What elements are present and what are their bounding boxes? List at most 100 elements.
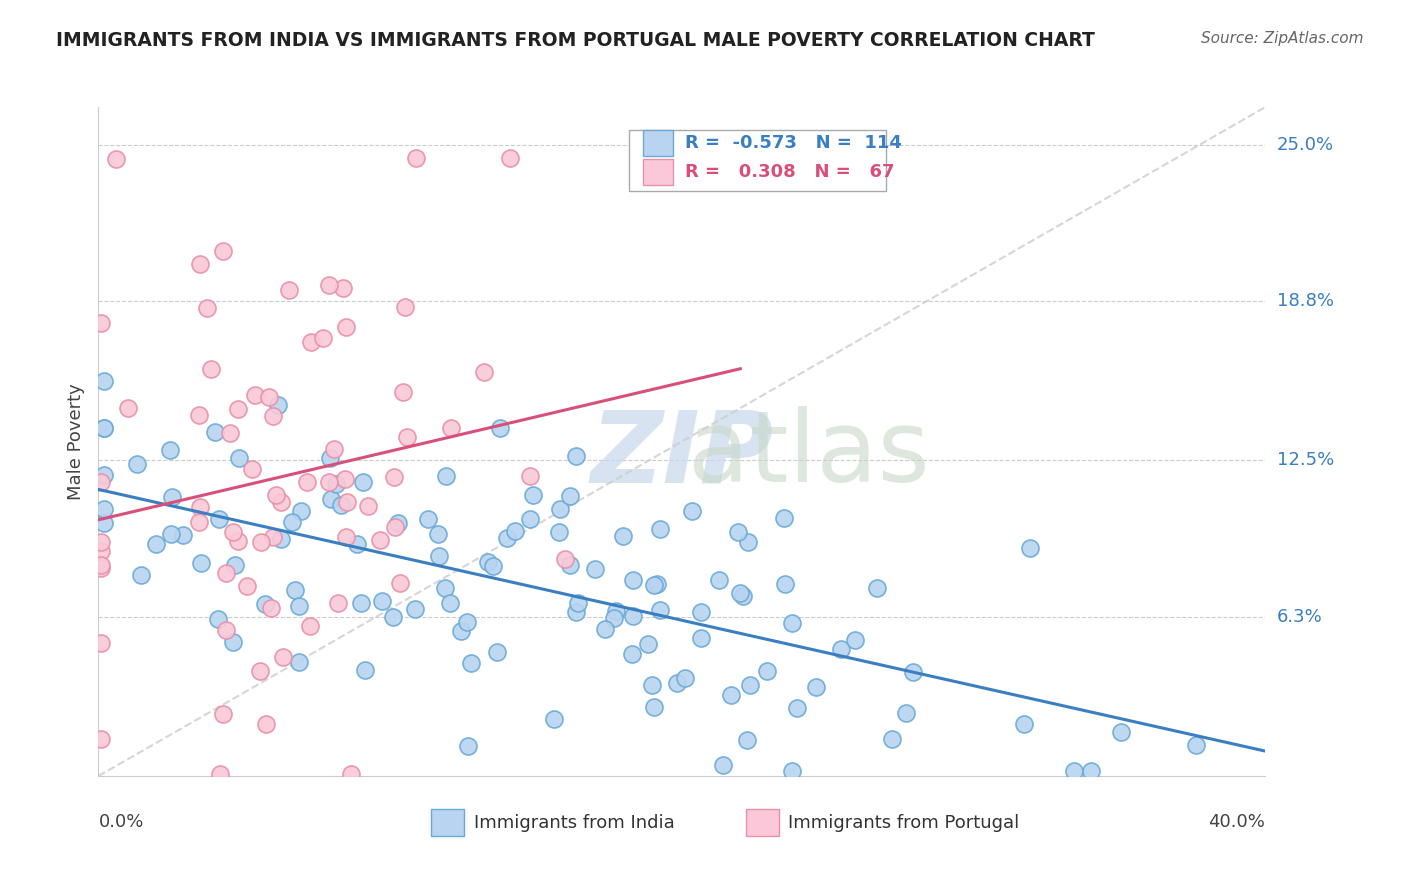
Point bbox=[90, 534, 112, 549]
Point bbox=[368, 533, 391, 547]
FancyBboxPatch shape bbox=[644, 130, 672, 156]
Point bbox=[621, 573, 644, 587]
Point bbox=[172, 528, 194, 542]
Point bbox=[643, 578, 665, 592]
Point bbox=[602, 611, 624, 625]
Point bbox=[131, 568, 153, 582]
Point bbox=[214, 566, 236, 581]
Point bbox=[352, 475, 374, 489]
Point bbox=[1109, 725, 1132, 739]
Point bbox=[257, 390, 280, 404]
Point bbox=[299, 619, 322, 633]
Point bbox=[560, 489, 582, 503]
Point bbox=[436, 468, 458, 483]
Point bbox=[621, 647, 644, 661]
Point bbox=[346, 536, 368, 550]
Text: 25.0%: 25.0% bbox=[1277, 136, 1334, 154]
Point bbox=[260, 600, 283, 615]
Point bbox=[162, 490, 184, 504]
Point bbox=[621, 609, 644, 624]
Point bbox=[499, 151, 522, 165]
Point bbox=[585, 562, 607, 576]
Point bbox=[440, 420, 463, 434]
Point bbox=[727, 524, 749, 539]
Text: atlas: atlas bbox=[434, 407, 929, 503]
Point bbox=[711, 758, 734, 772]
Text: 6.3%: 6.3% bbox=[1277, 608, 1322, 626]
Point bbox=[224, 558, 246, 573]
Point bbox=[554, 552, 576, 566]
Point bbox=[738, 677, 761, 691]
Point bbox=[207, 612, 229, 626]
FancyBboxPatch shape bbox=[747, 810, 779, 837]
Point bbox=[780, 616, 803, 631]
Point bbox=[519, 511, 541, 525]
Point bbox=[387, 516, 409, 530]
Point bbox=[426, 527, 449, 541]
Point bbox=[650, 523, 672, 537]
Point bbox=[1185, 738, 1208, 752]
Point bbox=[93, 420, 115, 434]
Text: 12.5%: 12.5% bbox=[1277, 451, 1334, 469]
Point bbox=[456, 615, 478, 630]
Point bbox=[371, 593, 394, 607]
Point bbox=[647, 577, 669, 591]
Point bbox=[681, 504, 703, 518]
Point bbox=[226, 534, 249, 549]
Point bbox=[190, 556, 212, 570]
Point bbox=[249, 664, 271, 678]
Text: R =   0.308   N =   67: R = 0.308 N = 67 bbox=[685, 163, 894, 181]
Point bbox=[643, 699, 665, 714]
Point bbox=[650, 603, 672, 617]
Point bbox=[90, 558, 112, 573]
Point bbox=[522, 488, 544, 502]
FancyBboxPatch shape bbox=[630, 130, 886, 191]
Point bbox=[350, 596, 373, 610]
Point bbox=[288, 655, 311, 669]
Point bbox=[211, 244, 233, 258]
Point bbox=[786, 701, 808, 715]
Point bbox=[187, 408, 209, 422]
Point bbox=[335, 320, 357, 334]
Point bbox=[336, 495, 359, 509]
Point bbox=[755, 665, 778, 679]
Point bbox=[707, 573, 730, 587]
Point bbox=[312, 330, 335, 344]
Point bbox=[90, 544, 112, 558]
Point bbox=[271, 650, 294, 665]
Point bbox=[318, 278, 340, 293]
Text: IMMIGRANTS FROM INDIA VS IMMIGRANTS FROM PORTUGAL MALE POVERTY CORRELATION CHART: IMMIGRANTS FROM INDIA VS IMMIGRANTS FROM… bbox=[56, 31, 1095, 50]
Point bbox=[830, 642, 852, 657]
Point bbox=[127, 457, 149, 471]
Point bbox=[503, 524, 526, 538]
Point bbox=[772, 511, 794, 525]
Point bbox=[567, 596, 589, 610]
Y-axis label: Male Poverty: Male Poverty bbox=[66, 384, 84, 500]
Text: Source: ZipAtlas.com: Source: ZipAtlas.com bbox=[1201, 31, 1364, 46]
Point bbox=[211, 707, 233, 722]
Point bbox=[208, 511, 231, 525]
Point bbox=[264, 488, 287, 502]
Point bbox=[250, 535, 273, 549]
Point bbox=[188, 515, 211, 529]
Point bbox=[804, 680, 827, 694]
Point bbox=[270, 532, 292, 546]
Point bbox=[450, 624, 472, 639]
Point bbox=[404, 602, 426, 616]
Point bbox=[735, 733, 758, 747]
Text: Immigrants from Portugal: Immigrants from Portugal bbox=[789, 814, 1019, 832]
Point bbox=[773, 577, 796, 591]
Point bbox=[565, 449, 588, 463]
Point bbox=[90, 731, 112, 746]
Text: ZIP: ZIP bbox=[591, 407, 773, 503]
Point bbox=[427, 549, 450, 563]
Text: 18.8%: 18.8% bbox=[1277, 293, 1333, 310]
Point bbox=[434, 581, 457, 595]
Point bbox=[93, 421, 115, 435]
Point bbox=[200, 362, 222, 376]
Point bbox=[460, 656, 482, 670]
Point bbox=[240, 462, 263, 476]
Point bbox=[281, 515, 304, 529]
Point bbox=[326, 596, 349, 610]
Point bbox=[335, 530, 357, 544]
